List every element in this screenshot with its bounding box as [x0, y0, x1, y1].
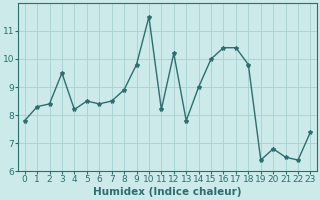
X-axis label: Humidex (Indice chaleur): Humidex (Indice chaleur) — [93, 187, 242, 197]
